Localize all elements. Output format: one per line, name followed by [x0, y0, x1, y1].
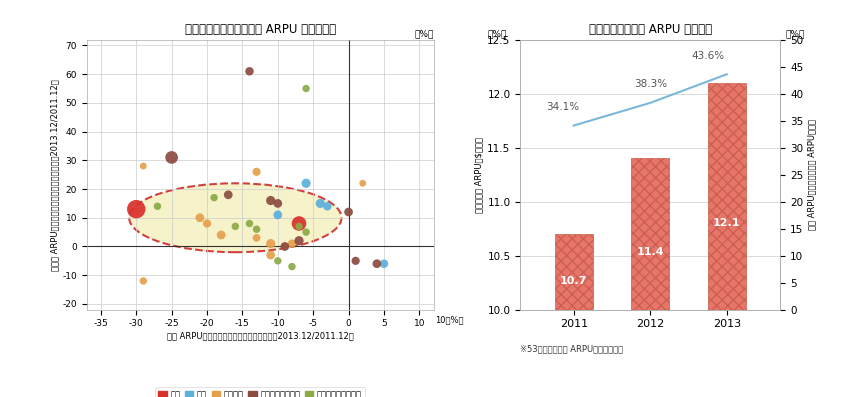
Point	[214, 232, 228, 238]
Point	[221, 192, 235, 198]
Text: （%）: （%）	[488, 29, 507, 39]
Point	[278, 243, 292, 250]
Point	[250, 235, 264, 241]
Point	[292, 237, 306, 244]
Point	[250, 226, 264, 232]
Point	[264, 197, 277, 204]
Point	[165, 154, 179, 161]
Point	[349, 258, 362, 264]
Text: ※53か国のデータ ARPUの単純平均値: ※53か国のデータ ARPUの単純平均値	[520, 345, 623, 354]
Legend: 日本, 北米, 西欧地域, アジア太平洋地域, アフリカ・東欧地域: 日本, 北米, 西欧地域, アジア太平洋地域, アフリカ・東欧地域	[155, 387, 365, 397]
Text: 12.1: 12.1	[713, 218, 740, 229]
Point	[370, 260, 384, 267]
Point	[228, 223, 242, 229]
Point	[250, 169, 264, 175]
Text: 38.3%: 38.3%	[634, 79, 667, 89]
Text: 11.4: 11.4	[636, 247, 664, 257]
Point	[299, 229, 313, 235]
Bar	[555, 234, 593, 310]
Point	[278, 243, 292, 250]
Y-axis label: データ ARPU（米ドル／月）の年平均成長率（2013.12/2011.12）: データ ARPU（米ドル／月）の年平均成長率（2013.12/2011.12）	[50, 79, 60, 270]
Title: 【モバイル音声／データ ARPU の成長率】: 【モバイル音声／データ ARPU の成長率】	[185, 23, 336, 36]
Point	[355, 180, 369, 187]
Point	[207, 195, 221, 201]
Point	[342, 209, 355, 215]
Point	[200, 220, 214, 227]
Point	[292, 220, 306, 227]
Point	[136, 278, 150, 284]
Point	[313, 200, 327, 206]
Bar	[707, 83, 746, 310]
Point	[299, 85, 313, 92]
Point	[264, 252, 277, 258]
Point	[129, 206, 143, 212]
Point	[271, 258, 284, 264]
Point	[243, 68, 257, 75]
Point	[136, 163, 150, 169]
Point	[243, 220, 257, 227]
Point	[271, 212, 284, 218]
Point	[193, 215, 207, 221]
Point	[299, 180, 313, 187]
Y-axis label: 平均データ ARPU（$／月）: 平均データ ARPU（$／月）	[474, 137, 483, 213]
Point	[271, 200, 284, 206]
Point	[321, 203, 335, 210]
Point	[264, 241, 277, 247]
Bar	[631, 158, 669, 310]
Point	[377, 260, 391, 267]
Point	[285, 241, 299, 247]
Text: 34.1%: 34.1%	[545, 102, 579, 112]
Y-axis label: 総合 ARPUに占めるデータ ARPUの割合: 総合 ARPUに占めるデータ ARPUの割合	[807, 119, 817, 230]
Text: 43.6%: 43.6%	[691, 51, 724, 61]
Text: （%）: （%）	[786, 29, 805, 39]
Ellipse shape	[129, 183, 342, 252]
Text: 10（%）: 10（%）	[435, 315, 464, 324]
Text: 10.7: 10.7	[560, 276, 588, 286]
Text: （%）: （%）	[414, 29, 434, 39]
X-axis label: 音声 ARPU（米ドル／月）の年平均成長率（2013.12/2011.12）: 音声 ARPU（米ドル／月）の年平均成長率（2013.12/2011.12）	[166, 331, 354, 340]
Point	[292, 223, 306, 229]
Point	[151, 203, 165, 210]
Title: 【モバイルデータ ARPU の推移】: 【モバイルデータ ARPU の推移】	[589, 23, 712, 36]
Point	[285, 263, 299, 270]
